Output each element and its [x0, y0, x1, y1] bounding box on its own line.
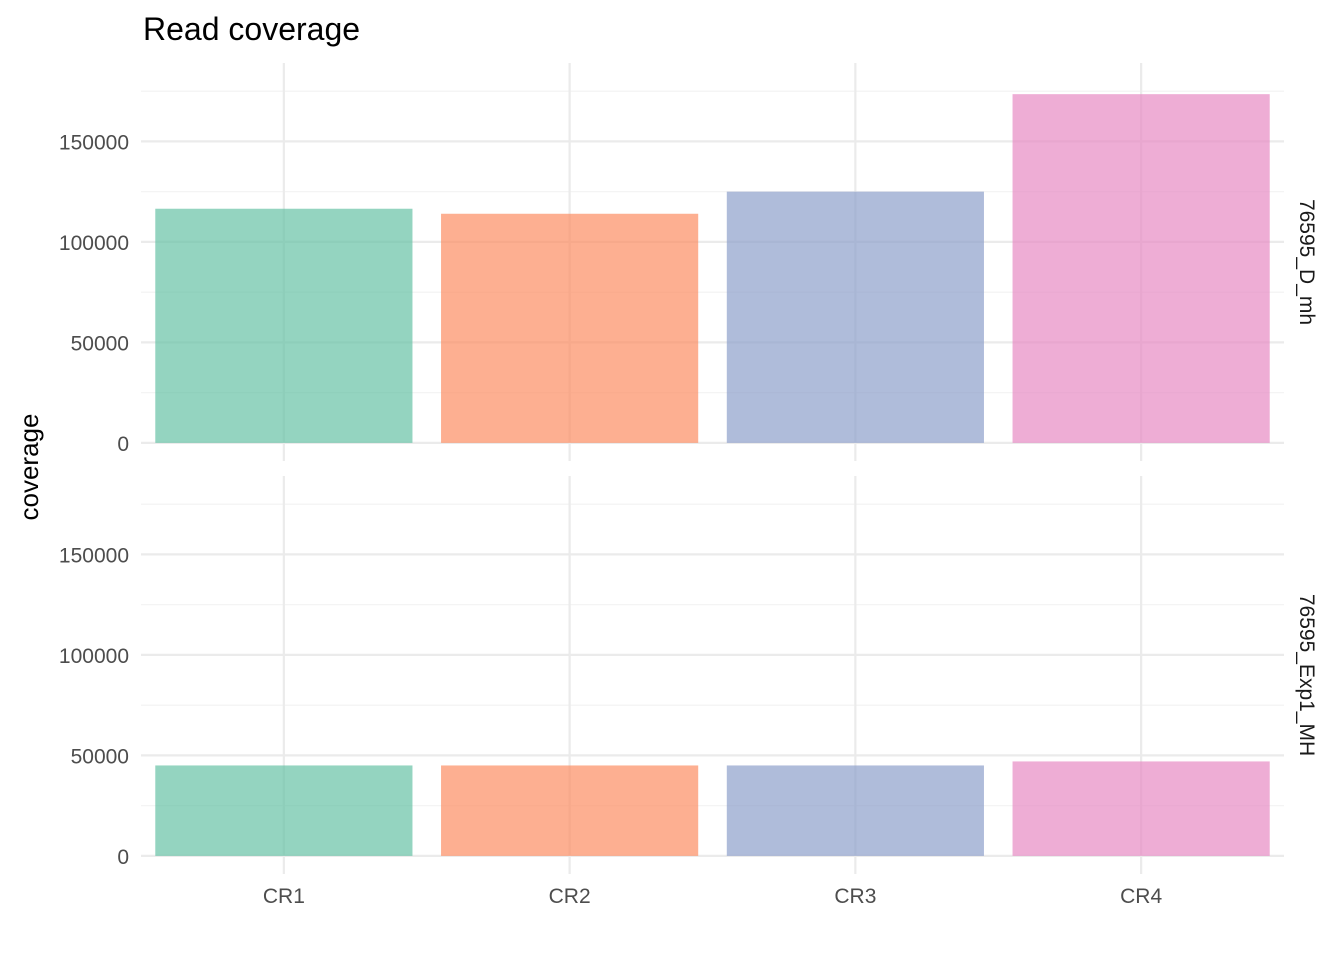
y-tick-label: 150000 [59, 544, 129, 567]
bar [1012, 94, 1270, 443]
bar [441, 765, 699, 856]
bar [726, 765, 984, 856]
y-tick-label: 50000 [71, 745, 129, 768]
bar [726, 191, 984, 443]
y-tick-label: 0 [117, 846, 129, 869]
chart-title: Read coverage [143, 11, 360, 47]
bar [155, 765, 413, 856]
x-tick-label: CR4 [1120, 885, 1162, 908]
y-tick-label: 100000 [59, 645, 129, 668]
facet-strip-label: 76595_D_mh [1295, 199, 1318, 325]
bar [155, 208, 413, 443]
facet-panel: 0 50000 100000 150000 76595_Exp1_MH [59, 476, 1318, 874]
x-tick-label: CR2 [549, 885, 591, 908]
bar [1012, 761, 1270, 856]
y-tick-label: 100000 [59, 232, 129, 255]
facet-panel: 0 50000 100000 150000 76595_D_mh [59, 63, 1318, 461]
x-tick-label: CR3 [834, 885, 876, 908]
bar [441, 213, 699, 443]
y-tick-label: 50000 [71, 332, 129, 355]
facet-panels: 0 50000 100000 150000 76595_D_mh 0 50000 100000… [59, 63, 1318, 908]
y-axis-title: coverage [14, 414, 44, 521]
y-tick-label: 0 [117, 433, 129, 456]
facet-strip-label: 76595_Exp1_MH [1295, 594, 1318, 756]
x-tick-label: CR1 [263, 885, 305, 908]
x-axis: CR1 CR2 CR3 CR4 [263, 885, 1163, 908]
y-tick-label: 150000 [59, 131, 129, 154]
